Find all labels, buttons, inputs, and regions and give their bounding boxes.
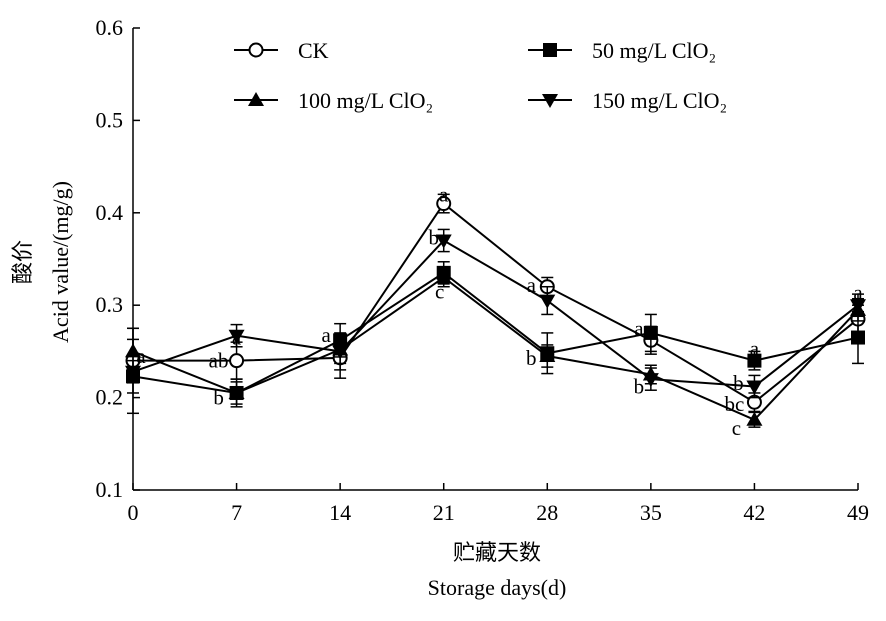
significance-label: a bbox=[853, 280, 863, 304]
significance-label: c bbox=[435, 279, 444, 303]
legend-marker bbox=[248, 42, 264, 58]
series-line bbox=[132, 239, 859, 388]
legend-item-3: 150 mg/L ClO₂ bbox=[528, 88, 727, 113]
significance-label: b bbox=[526, 346, 537, 370]
series-line bbox=[132, 271, 859, 395]
legend-item-1: 50 mg/L ClO₂ bbox=[528, 38, 716, 63]
data-point bbox=[125, 365, 141, 380]
axes: 0.1 0.2 0.3 0.4 0.5 0.6 0 7 14 21 28 35 42 49 bbox=[96, 15, 870, 525]
data-point bbox=[746, 380, 763, 395]
legend-label: 100 mg/L ClO₂ bbox=[298, 88, 433, 113]
data-point bbox=[642, 373, 659, 388]
data-point bbox=[228, 329, 245, 344]
legend-label: CK bbox=[298, 38, 329, 63]
x-tick-label: 35 bbox=[640, 500, 662, 525]
x-tick-label: 7 bbox=[231, 500, 242, 525]
significance-label: b bbox=[634, 375, 645, 399]
y-tick-label: 0.5 bbox=[96, 107, 124, 132]
data-point bbox=[747, 353, 762, 368]
data-point bbox=[229, 353, 245, 369]
legend-marker bbox=[542, 94, 558, 108]
data-point bbox=[850, 299, 866, 314]
y-tick-label: 0.1 bbox=[96, 477, 124, 502]
data-point bbox=[125, 343, 141, 358]
data-point bbox=[746, 411, 763, 426]
x-tick-label: 21 bbox=[433, 500, 455, 525]
legend-marker bbox=[543, 43, 557, 57]
series-line bbox=[132, 276, 859, 421]
significance-label: a bbox=[527, 273, 537, 297]
y-tick-label: 0.2 bbox=[96, 385, 124, 410]
legend: CK 50 mg/L ClO₂ 100 mg/L ClO₂ 150 mg/L ClO₂ bbox=[234, 38, 727, 113]
significance-label: b bbox=[213, 386, 224, 410]
series-line bbox=[133, 202, 859, 404]
data-point bbox=[851, 330, 865, 345]
data-point bbox=[643, 325, 658, 340]
x-axis-title-cn: 贮藏天数 bbox=[453, 540, 541, 565]
significance-label: a bbox=[750, 337, 760, 361]
series-3 bbox=[125, 228, 866, 399]
y-tick-label: 0.3 bbox=[96, 292, 124, 317]
x-tick-label: 42 bbox=[743, 500, 765, 525]
x-tick-label: 0 bbox=[128, 500, 139, 525]
data-point bbox=[435, 269, 452, 284]
data-point bbox=[436, 196, 452, 212]
significance-label: a bbox=[439, 182, 449, 206]
y-tick-label: 0.6 bbox=[96, 15, 124, 40]
significance-label: a bbox=[232, 326, 242, 350]
x-tick-label: 28 bbox=[536, 500, 558, 525]
significance-label: b bbox=[733, 371, 744, 395]
legend-label: 50 mg/L ClO₂ bbox=[592, 38, 716, 63]
data-point bbox=[228, 384, 245, 399]
significance-label: ab bbox=[209, 349, 229, 373]
x-tick-label: 49 bbox=[847, 500, 869, 525]
y-axis-title: Acid value/(mg/g) bbox=[48, 181, 73, 343]
x-tick-label: 14 bbox=[329, 500, 351, 525]
y-tick-label: 0.4 bbox=[96, 200, 124, 225]
significance-label: c bbox=[732, 416, 741, 440]
series-layer bbox=[125, 193, 866, 428]
data-point bbox=[539, 348, 556, 363]
data-point bbox=[435, 234, 452, 249]
significance-label: a bbox=[136, 344, 146, 368]
significance-label: bc bbox=[725, 392, 745, 416]
legend-item-0: CK bbox=[234, 38, 329, 63]
y-axis-title-cn: 酸价 bbox=[10, 240, 35, 284]
legend-label: 150 mg/L ClO₂ bbox=[592, 88, 727, 113]
significance-label: a bbox=[321, 323, 331, 347]
legend-marker bbox=[248, 92, 264, 106]
x-axis-title: Storage days(d) bbox=[428, 575, 567, 600]
data-point bbox=[332, 345, 349, 360]
data-point bbox=[539, 294, 556, 309]
significance-label: a bbox=[634, 316, 644, 340]
legend-item-2: 100 mg/L ClO₂ bbox=[234, 88, 433, 113]
significance-label: b bbox=[428, 226, 439, 250]
